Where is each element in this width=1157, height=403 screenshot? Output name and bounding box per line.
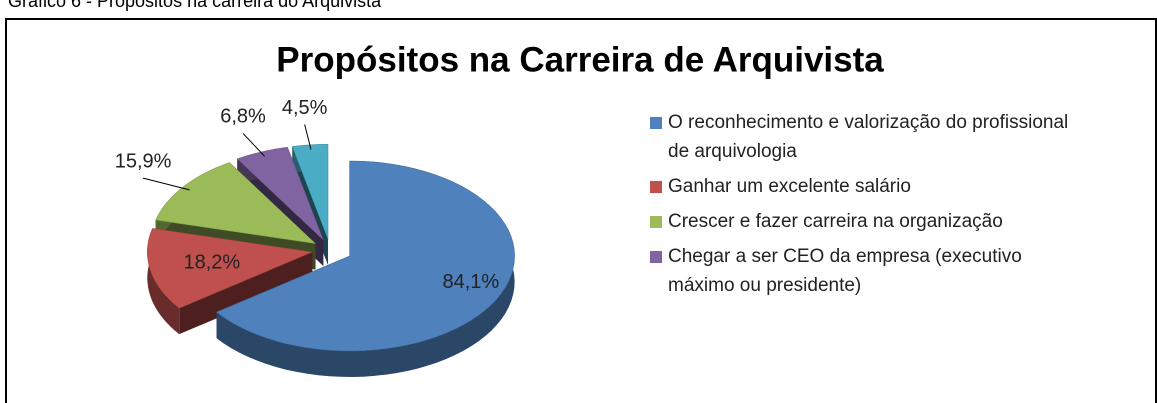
legend-swatch — [650, 251, 662, 263]
legend-item: Ganhar um excelente salário — [650, 172, 1070, 201]
legend-label: Chegar a ser CEO da empresa (executivo m… — [668, 246, 1022, 296]
data-label: 15,9% — [115, 150, 172, 172]
slice — [236, 146, 324, 241]
legend: O reconhecimento e valorização do profis… — [650, 108, 1070, 306]
legend-label: Ganhar um excelente salário — [668, 176, 911, 197]
data-label: 84,1% — [442, 271, 499, 293]
chart-frame — [5, 18, 1157, 403]
slice-side — [147, 228, 180, 335]
caption: Gráfico 6 - Propósitos na carreira do Ar… — [8, 0, 382, 11]
slice-side — [216, 161, 515, 377]
leader-line — [142, 177, 190, 191]
legend-swatch — [650, 181, 662, 193]
slice — [147, 228, 314, 309]
legend-label: Crescer e fazer carreira na organização — [668, 211, 1003, 232]
legend-swatch — [650, 216, 662, 228]
data-label: 6,8% — [220, 106, 266, 128]
legend-label: O reconhecimento e valorização do profis… — [668, 112, 1069, 162]
legend-item: O reconhecimento e valorização do profis… — [650, 108, 1070, 166]
legend-swatch — [650, 117, 662, 129]
leader-line — [304, 124, 312, 150]
slice — [155, 162, 317, 244]
leader-line — [242, 133, 266, 157]
data-label: 18,2% — [184, 251, 241, 273]
legend-item: Crescer e fazer carreira na organização — [650, 207, 1070, 236]
chart-title: Propósitos na Carreira de Arquivista — [276, 40, 884, 79]
data-label: 4,5% — [282, 97, 328, 119]
slice — [215, 160, 515, 352]
legend-item: Chegar a ser CEO da empresa (executivo m… — [650, 242, 1070, 300]
